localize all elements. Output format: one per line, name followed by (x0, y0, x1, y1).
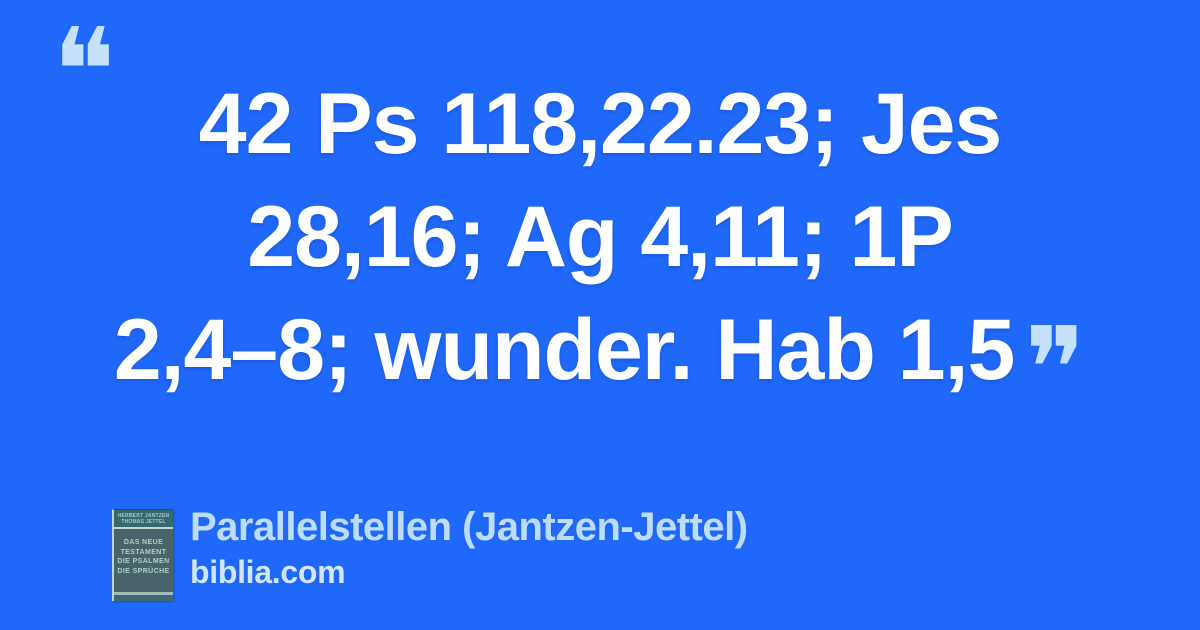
book-cover-stripe (114, 592, 173, 595)
book-cover-thumbnail: HERBERT JANTZEN THOMAS JETTEL DAS NEUE T… (112, 509, 173, 601)
book-cover-title: DAS NEUE TESTAMENT DIE PSALMEN DIE SPRÜC… (114, 538, 173, 576)
quote-line-text: 28,16; Ag 4,11; 1P (247, 189, 953, 285)
quote-line: 28,16; Ag 4,11; 1P (40, 181, 1160, 294)
book-cover-title-line: DIE SPRÜCHE (117, 567, 170, 575)
attribution: Parallelstellen (Jantzen-Jettel) biblia.… (190, 503, 748, 591)
site-name: biblia.com (190, 554, 346, 590)
quote-line-text: 2,4–8; wunder. Hab 1,5 (113, 302, 1015, 398)
book-cover-authors: HERBERT JANTZEN THOMAS JETTEL (114, 510, 173, 529)
quote-line: 2,4–8; wunder. Hab 1,5❞ (40, 294, 1160, 427)
opening-quote-icon: ❝ (52, 2, 116, 140)
book-cover-title-line: TESTAMENT (120, 548, 167, 556)
quote-line-text: 42 Ps 118,22.23; Jes (198, 76, 1003, 172)
book-cover-author: HERBERT JANTZEN (117, 513, 170, 519)
book-cover-title-line: DAS NEUE (123, 539, 164, 546)
book-cover-title-line: DIE PSALMEN (117, 558, 170, 565)
book-cover-foot-band (114, 595, 173, 601)
quote-line: 42 Ps 118,22.23; Jes (40, 68, 1160, 181)
source-title: Parallelstellen (Jantzen-Jettel) (190, 505, 748, 549)
book-cover-author: THOMAS JETTEL (121, 519, 166, 525)
quote-text: 42 Ps 118,22.23; Jes 28,16; Ag 4,11; 1P … (40, 68, 1160, 427)
closing-quote-icon: ❞ (1024, 302, 1087, 437)
